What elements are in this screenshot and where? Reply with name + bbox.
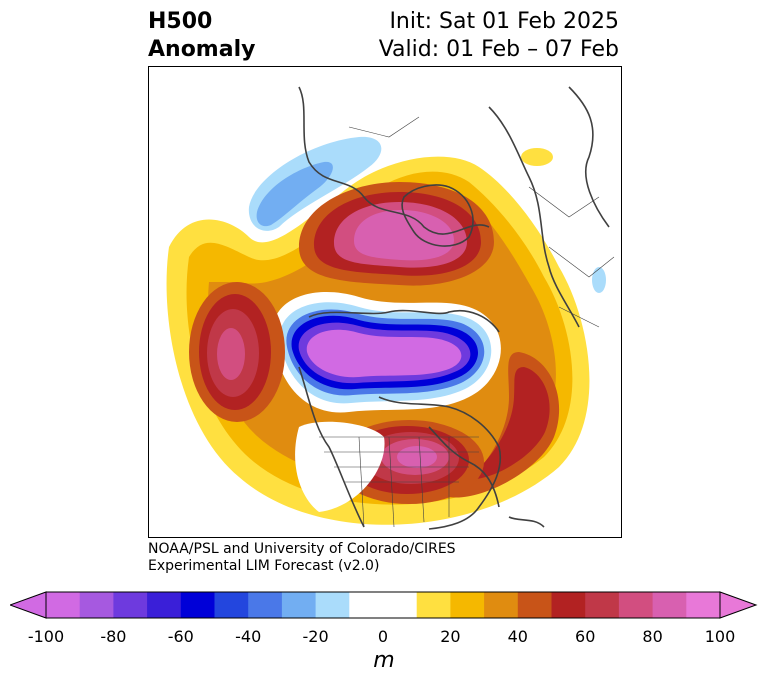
colorbar-tick-label: 40 <box>507 627 528 646</box>
title-kind: Anomaly <box>148 37 256 62</box>
colorbar-tick-label: 60 <box>575 627 596 646</box>
colorbar <box>10 591 758 619</box>
colorbar-cell <box>383 592 418 618</box>
chart-title: H500 Anomaly <box>148 8 255 64</box>
init-date: Init: Sat 01 Feb 2025 <box>389 9 619 34</box>
small-negative <box>592 267 606 293</box>
forecast-dates: Init: Sat 01 Feb 2025 Valid: 01 Feb – 07… <box>379 8 619 64</box>
colorbar-tick-label: 80 <box>642 627 663 646</box>
political-borders <box>319 116 615 528</box>
credit-line-2: Experimental LIM Forecast (v2.0) <box>148 558 380 574</box>
coastlines <box>298 86 610 530</box>
anomaly-map <box>149 67 621 537</box>
valid-range: Valid: 01 Feb – 07 Feb <box>378 37 619 62</box>
small-positive <box>521 148 553 166</box>
colorbar-tick-label: -60 <box>167 627 194 646</box>
colorbar-frame <box>45 591 721 619</box>
colorbar-extend-low <box>10 591 47 619</box>
colorbar-tick-label: 100 <box>704 627 736 646</box>
colorbar-cell <box>484 592 519 618</box>
negative-center <box>272 292 501 413</box>
colorbar-cell <box>180 592 215 618</box>
colorbar-cell <box>281 592 317 618</box>
colorbar-tick-label: 20 <box>440 627 461 646</box>
map-panel <box>148 66 622 538</box>
colorbar-tick-label: -40 <box>235 627 262 646</box>
colorbar-cells <box>46 592 721 618</box>
colorbar-cell <box>585 592 620 618</box>
colorbar-cell <box>450 592 485 618</box>
edge-gap <box>149 287 155 319</box>
colorbar-cell <box>517 592 552 618</box>
positive-arctic <box>299 182 494 286</box>
colorbar-cell <box>416 592 451 618</box>
colorbar-tick-label: -80 <box>100 627 127 646</box>
colorbar-cell <box>147 592 182 618</box>
colorbar-tick-label: -100 <box>27 627 65 646</box>
title-variable: H500 <box>148 9 213 34</box>
colorbar-extend-high <box>719 591 758 619</box>
credit-text: NOAA/PSL and University of Colorado/CIRE… <box>148 541 456 575</box>
credit-line-1: NOAA/PSL and University of Colorado/CIRE… <box>148 541 456 557</box>
colorbar-cell <box>79 592 114 618</box>
colorbar-cell <box>618 592 654 618</box>
colorbar-cell <box>248 592 283 618</box>
colorbar-tick-label: -20 <box>302 627 329 646</box>
colorbar-tick-label: 0 <box>377 627 389 646</box>
colorbar-cell <box>315 592 350 618</box>
colorbar-cell <box>686 592 721 618</box>
positive-pacific <box>189 282 285 422</box>
colorbar-cell <box>113 592 148 618</box>
negative-siberia <box>248 136 382 231</box>
colorbar-unit: m <box>373 648 395 673</box>
colorbar-cell <box>46 592 81 618</box>
colorbar-cell <box>551 592 586 618</box>
colorbar-cell <box>214 592 249 618</box>
positive-atlantic <box>449 352 560 498</box>
colorbar-cell <box>349 592 384 618</box>
colorbar-cell <box>652 592 687 618</box>
